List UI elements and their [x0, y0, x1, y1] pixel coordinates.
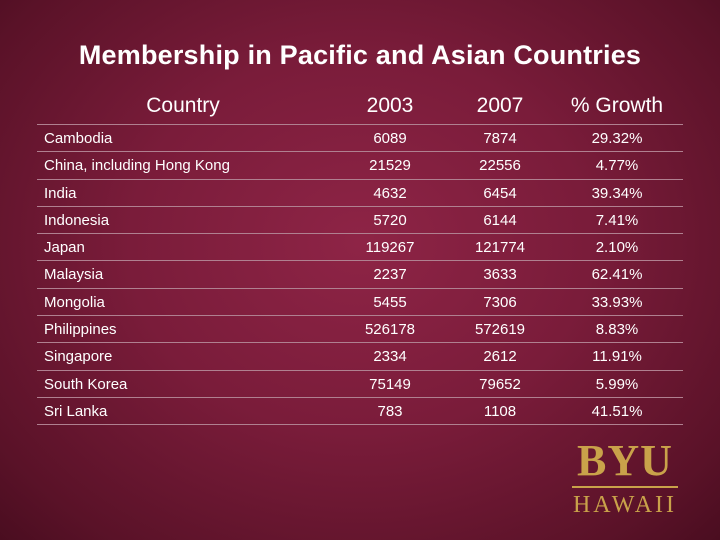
value-cell: 11.91% — [592, 348, 642, 366]
table-row: Indonesia 5720 6144 7.41% — [37, 207, 683, 235]
table-row: India 4632 6454 39.34% — [37, 180, 683, 207]
country-cell: Japan — [44, 239, 85, 257]
column-header: Country — [146, 94, 220, 117]
logo-name: BYU — [577, 436, 673, 485]
value-cell: 526178 — [364, 321, 416, 339]
value-cell: 4632 — [373, 184, 407, 202]
value-cell: 5720 — [373, 211, 407, 229]
country-cell: Philippines — [44, 321, 117, 339]
country-cell: Malaysia — [44, 266, 104, 284]
value-cell: 4.77% — [595, 157, 639, 175]
value-cell: 783 — [377, 402, 403, 420]
value-cell: 6089 — [373, 130, 407, 147]
column-header: % Growth — [570, 94, 664, 117]
value-cell: 2612 — [483, 348, 517, 366]
country-cell: India — [44, 184, 77, 202]
value-cell: 5455 — [373, 293, 407, 311]
value-cell: 79652 — [479, 375, 521, 393]
table-row: Philippines 526178 572619 8.83% — [37, 316, 683, 344]
table-row: Sri Lanka 783 1108 41.51% — [37, 398, 683, 426]
value-cell: 5.99% — [595, 375, 639, 393]
table-row: Cambodia 6089 7874 29.32% — [37, 125, 683, 153]
column-header: 2007 — [476, 94, 524, 117]
table-header: Country 2003 2007 % Growth — [0, 94, 720, 124]
value-cell: 119267 — [365, 239, 415, 257]
value-cell: 1108 — [483, 402, 517, 420]
value-cell: 29.32% — [591, 130, 643, 147]
column-header: 2003 — [366, 94, 414, 117]
value-cell: 7874 — [483, 130, 517, 147]
country-cell: South Korea — [44, 375, 128, 393]
value-cell: 3633 — [483, 266, 517, 284]
country-cell: Sri Lanka — [44, 402, 108, 420]
country-cell: Indonesia — [44, 211, 110, 229]
value-cell: 572619 — [474, 321, 526, 339]
table-row: Mongolia 5455 7306 33.93% — [37, 289, 683, 317]
logo-place: HAWAII — [572, 492, 678, 518]
value-cell: 22556 — [479, 157, 521, 175]
value-cell: 7.41% — [595, 211, 639, 229]
value-cell: 75149 — [369, 375, 411, 393]
table-row: Malaysia 2237 3633 62.41% — [37, 261, 683, 289]
value-cell: 2334 — [373, 348, 407, 366]
value-cell: 7306 — [483, 293, 517, 311]
country-cell: China, including Hong Kong — [44, 157, 230, 175]
country-cell: Mongolia — [44, 293, 105, 311]
value-cell: 62.41% — [591, 266, 643, 284]
logo-separator — [572, 486, 678, 488]
table-body: Cambodia 6089 7874 29.32% China, including H… — [37, 124, 683, 426]
value-cell: 39.34% — [591, 184, 643, 202]
value-cell: 8.83% — [595, 321, 639, 339]
table-row: Japan 119267 121774 2.10% — [37, 234, 683, 262]
value-cell: 6144 — [483, 211, 517, 229]
country-cell: Singapore — [44, 348, 113, 366]
logo: BYU HAWAII — [568, 438, 682, 518]
value-cell: 33.93% — [591, 293, 643, 311]
slide-title: Membership in Pacific and Asian Countrie… — [78, 40, 642, 70]
value-cell: 6454 — [483, 184, 517, 202]
value-cell: 121774 — [474, 239, 526, 257]
value-cell: 41.51% — [591, 402, 643, 420]
table-row: South Korea 75149 79652 5.99% — [37, 371, 683, 398]
value-cell: 2.10% — [595, 239, 639, 257]
table-row: Singapore 2334 2612 11.91% — [37, 343, 683, 371]
table-row: China, including Hong Kong 21529 22556 4.77… — [37, 152, 683, 180]
value-cell: 21529 — [369, 157, 411, 175]
country-cell: Cambodia — [44, 130, 113, 147]
value-cell: 2237 — [373, 266, 407, 284]
